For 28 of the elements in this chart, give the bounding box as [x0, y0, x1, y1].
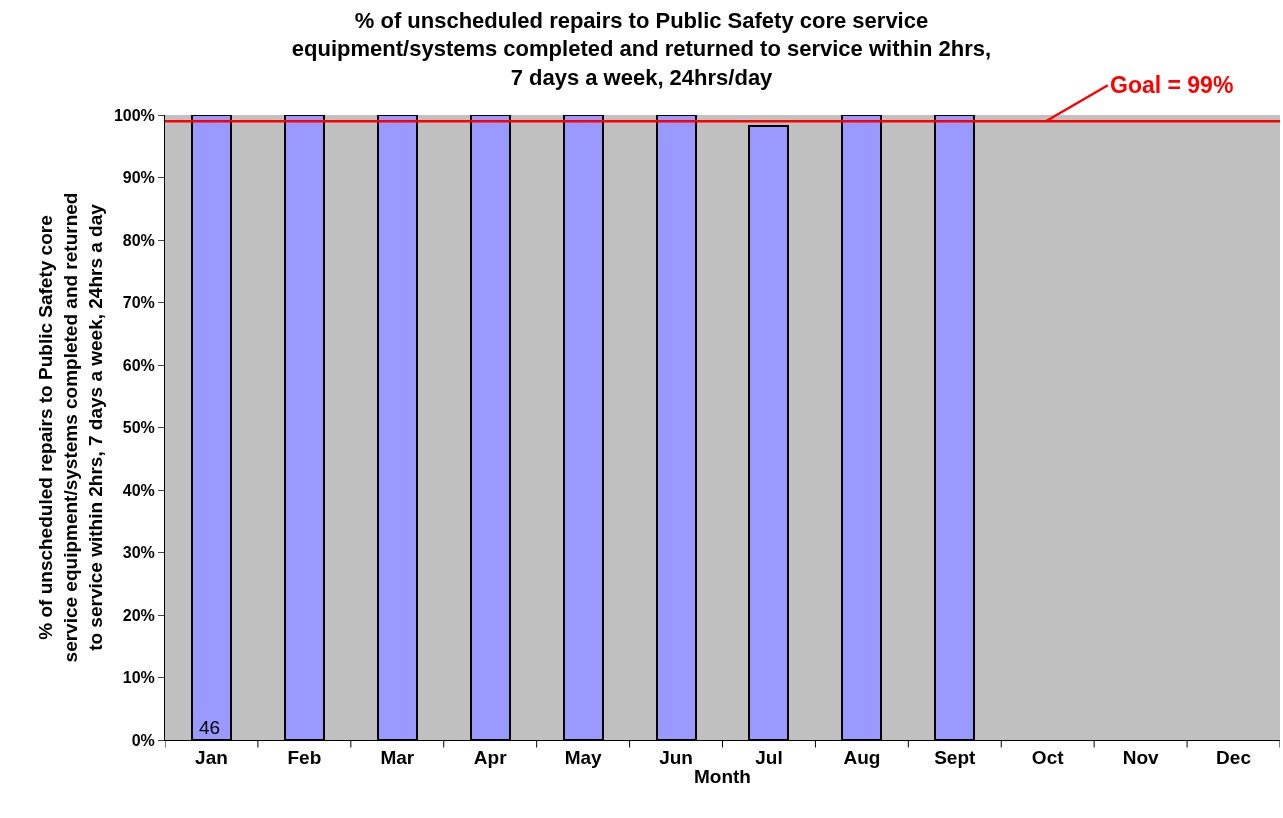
y-tick-label: 90%: [122, 169, 155, 187]
y-tick-label: 80%: [122, 231, 155, 249]
y-tick-label: 0%: [131, 731, 155, 749]
x-tick-label: Mar: [380, 746, 415, 768]
x-tick-label: Jul: [755, 746, 783, 768]
x-tick-label: Oct: [1031, 746, 1065, 768]
y-tick-label: 60%: [122, 356, 155, 374]
ref-line-label: Goal = 99%: [1110, 72, 1234, 98]
y-tick-label: 100%: [113, 106, 155, 124]
y-tick-label: 50%: [122, 419, 155, 437]
y-axis-title: % of unscheduled repairs to Public Safety core service equipment/systems completed and returned to service within 2hrs, 7 days a week, 24hrs a day: [35, 192, 106, 663]
annotation: 46: [199, 717, 221, 738]
x-tick-label: Feb: [287, 746, 322, 768]
y-tick-label: 10%: [122, 669, 155, 687]
x-axis-title: Month: [694, 765, 751, 787]
y-tick-label: 20%: [122, 606, 155, 624]
x-tick-label: May: [564, 746, 603, 768]
x-tick-label: Jun: [659, 746, 693, 768]
x-tick-label: Aug: [843, 746, 881, 768]
y-tick-label: 40%: [122, 481, 155, 499]
x-tick-label: Jan: [195, 746, 228, 768]
y-tick-label: 70%: [122, 294, 155, 312]
chart-title: % of unscheduled repairs to Public Safety core service equipment/systems completed and returned to service within 2hrs, 7 days a week, 24hrs/day: [291, 7, 992, 91]
y-tick-label: 30%: [122, 544, 155, 562]
x-tick-label: Sept: [934, 746, 977, 768]
x-tick-label: Nov: [1122, 746, 1159, 768]
x-tick-label: Apr: [473, 746, 508, 768]
x-tick-label: Dec: [1216, 746, 1252, 768]
